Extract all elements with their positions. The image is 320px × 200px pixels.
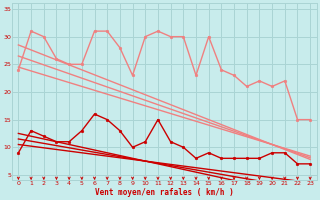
X-axis label: Vent moyen/en rafales ( km/h ): Vent moyen/en rafales ( km/h ) [95,188,234,197]
